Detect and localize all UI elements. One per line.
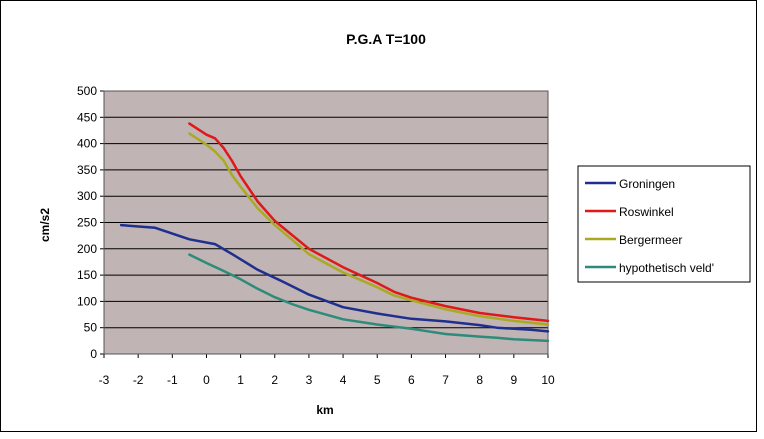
legend-label-roswinkel: Roswinkel — [619, 205, 674, 219]
x-tick-label: -1 — [167, 373, 178, 387]
x-tick-label: -2 — [133, 373, 144, 387]
x-tick-label: 3 — [306, 373, 313, 387]
y-tick-label: 450 — [77, 110, 97, 124]
chart-svg: P.G.A T=100 0501001502002503003504004505… — [38, 31, 751, 417]
y-tick-label: 150 — [77, 268, 97, 282]
series-line-groningen — [119, 223, 550, 333]
series-line-hypothetisch-veld — [188, 253, 550, 343]
x-tick-label: -3 — [99, 373, 110, 387]
legend-label-groningen: Groningen — [619, 177, 675, 191]
x-tick-label: 9 — [511, 373, 518, 387]
y-tick-label: 350 — [77, 163, 97, 177]
y-tick-label: 200 — [77, 242, 97, 256]
x-tick-label: 10 — [541, 373, 555, 387]
y-tick-label: 0 — [90, 347, 97, 361]
x-tick-label: 4 — [340, 373, 347, 387]
y-axis-label: cm/s2 — [38, 208, 52, 242]
x-tick-label: 1 — [237, 373, 244, 387]
chart-frame: P.G.A T=100 0 50 100 150 200 250 300 350 400 450 5… — [0, 0, 757, 432]
y-tick-label: 50 — [84, 321, 98, 335]
x-tick-label: 8 — [476, 373, 483, 387]
x-tick-label: 7 — [442, 373, 449, 387]
series-line-roswinkel — [188, 122, 550, 323]
legend-box — [577, 165, 751, 283]
legend-label-bergermeer: Bergermeer — [619, 233, 682, 247]
chart-title: P.G.A T=100 — [346, 31, 426, 47]
x-tick-label: 5 — [374, 373, 381, 387]
y-tick-label: 500 — [77, 84, 97, 98]
plot-border — [103, 90, 549, 355]
y-tick-label: 100 — [77, 294, 97, 308]
plot-area: 0 50 100 150 200 250 300 350 400 450 500 -3 -2 -1 0 1 2 3… — [77, 84, 555, 387]
x-tick-label: 6 — [408, 373, 415, 387]
series-line-bergermeer — [188, 132, 550, 326]
x-tick-label: 0 — [203, 373, 210, 387]
legend: Groningen Roswinkel Bergermeer hypothetisch… — [577, 165, 751, 283]
y-tick-label: 250 — [77, 216, 97, 230]
y-tick-label: 400 — [77, 137, 97, 151]
x-axis-label: km — [316, 403, 333, 417]
legend-label-hypothetisch-veld: hypothetisch veld' — [619, 261, 714, 275]
x-tick-label: 2 — [271, 373, 278, 387]
y-tick-label: 300 — [77, 189, 97, 203]
